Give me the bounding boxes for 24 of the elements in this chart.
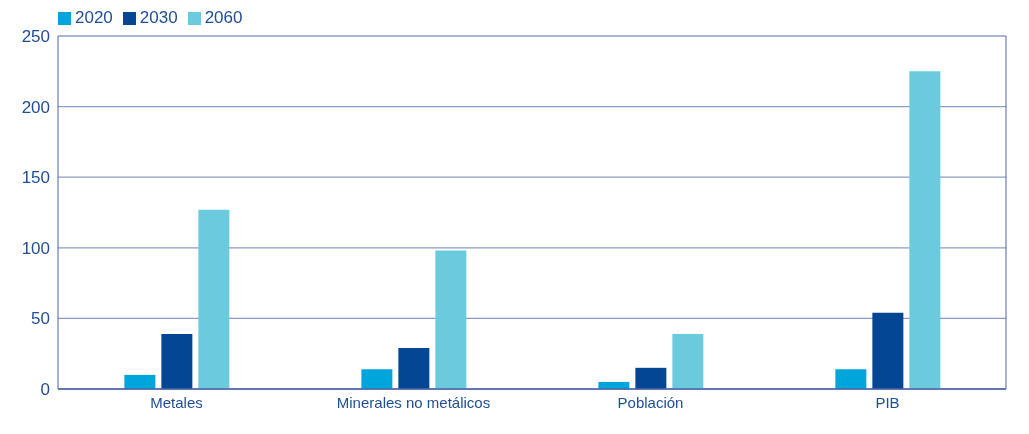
y-tick-label: 50 — [31, 309, 50, 329]
x-tick-label: Población — [617, 393, 684, 411]
x-tick-label: PIB — [875, 393, 900, 411]
bar — [435, 250, 467, 389]
y-tick-label: 0 — [40, 380, 50, 400]
y-tick-label: 250 — [21, 27, 50, 47]
bar — [909, 71, 941, 389]
bar — [672, 333, 704, 389]
y-tick-label: 200 — [21, 97, 50, 117]
bar — [124, 374, 156, 389]
bar — [872, 312, 904, 389]
legend-label: 2020 — [75, 8, 113, 27]
bar — [398, 348, 430, 389]
bar — [161, 333, 193, 389]
bar — [635, 367, 667, 389]
legend-label: 2030 — [139, 8, 178, 27]
x-tick-label: Minerales no metálicos — [336, 393, 491, 411]
bar — [835, 369, 867, 389]
legend-label: 2060 — [204, 8, 243, 27]
x-tick-label: Metales — [150, 393, 203, 411]
bar — [361, 369, 393, 389]
y-tick-label: 150 — [21, 168, 50, 188]
bar — [198, 209, 230, 389]
y-tick-label: 100 — [21, 238, 50, 258]
